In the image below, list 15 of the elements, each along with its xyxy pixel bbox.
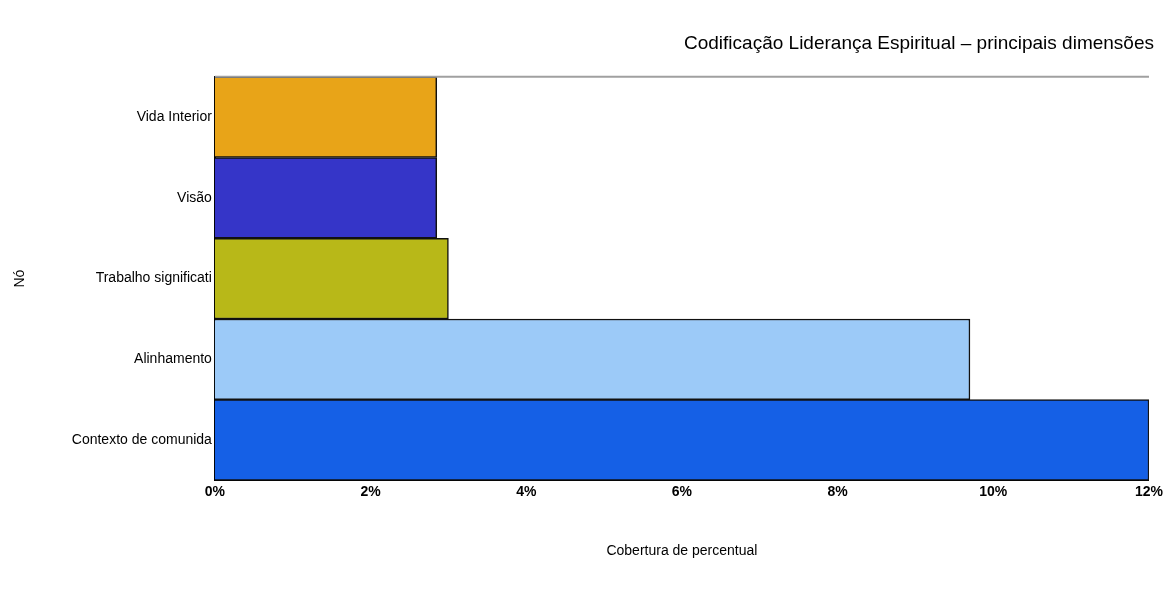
- y-tick-label: Contexto de comunida: [71, 430, 213, 447]
- x-axis-title: Cobertura de percentual: [606, 542, 758, 559]
- x-tick-label: 0%: [204, 482, 226, 499]
- x-tick-label: 6%: [671, 482, 693, 499]
- y-axis-title: Nó: [11, 269, 28, 288]
- x-tick-label: 12%: [1134, 482, 1164, 499]
- y-tick-label: Alinhamento: [134, 350, 213, 367]
- y-tick-label: Trabalho significati: [95, 269, 212, 286]
- y-tick-label: Vida Interior: [136, 108, 213, 125]
- chart-title: Codificação Liderança Espiritual – principais dimensões: [684, 31, 1154, 53]
- x-tick-label: 8%: [827, 482, 849, 499]
- x-tick-label: 4%: [516, 482, 537, 499]
- y-tick-label: Visão: [177, 188, 213, 205]
- x-tick-label: 10%: [979, 482, 1008, 499]
- x-tick-label: 2%: [360, 482, 382, 499]
